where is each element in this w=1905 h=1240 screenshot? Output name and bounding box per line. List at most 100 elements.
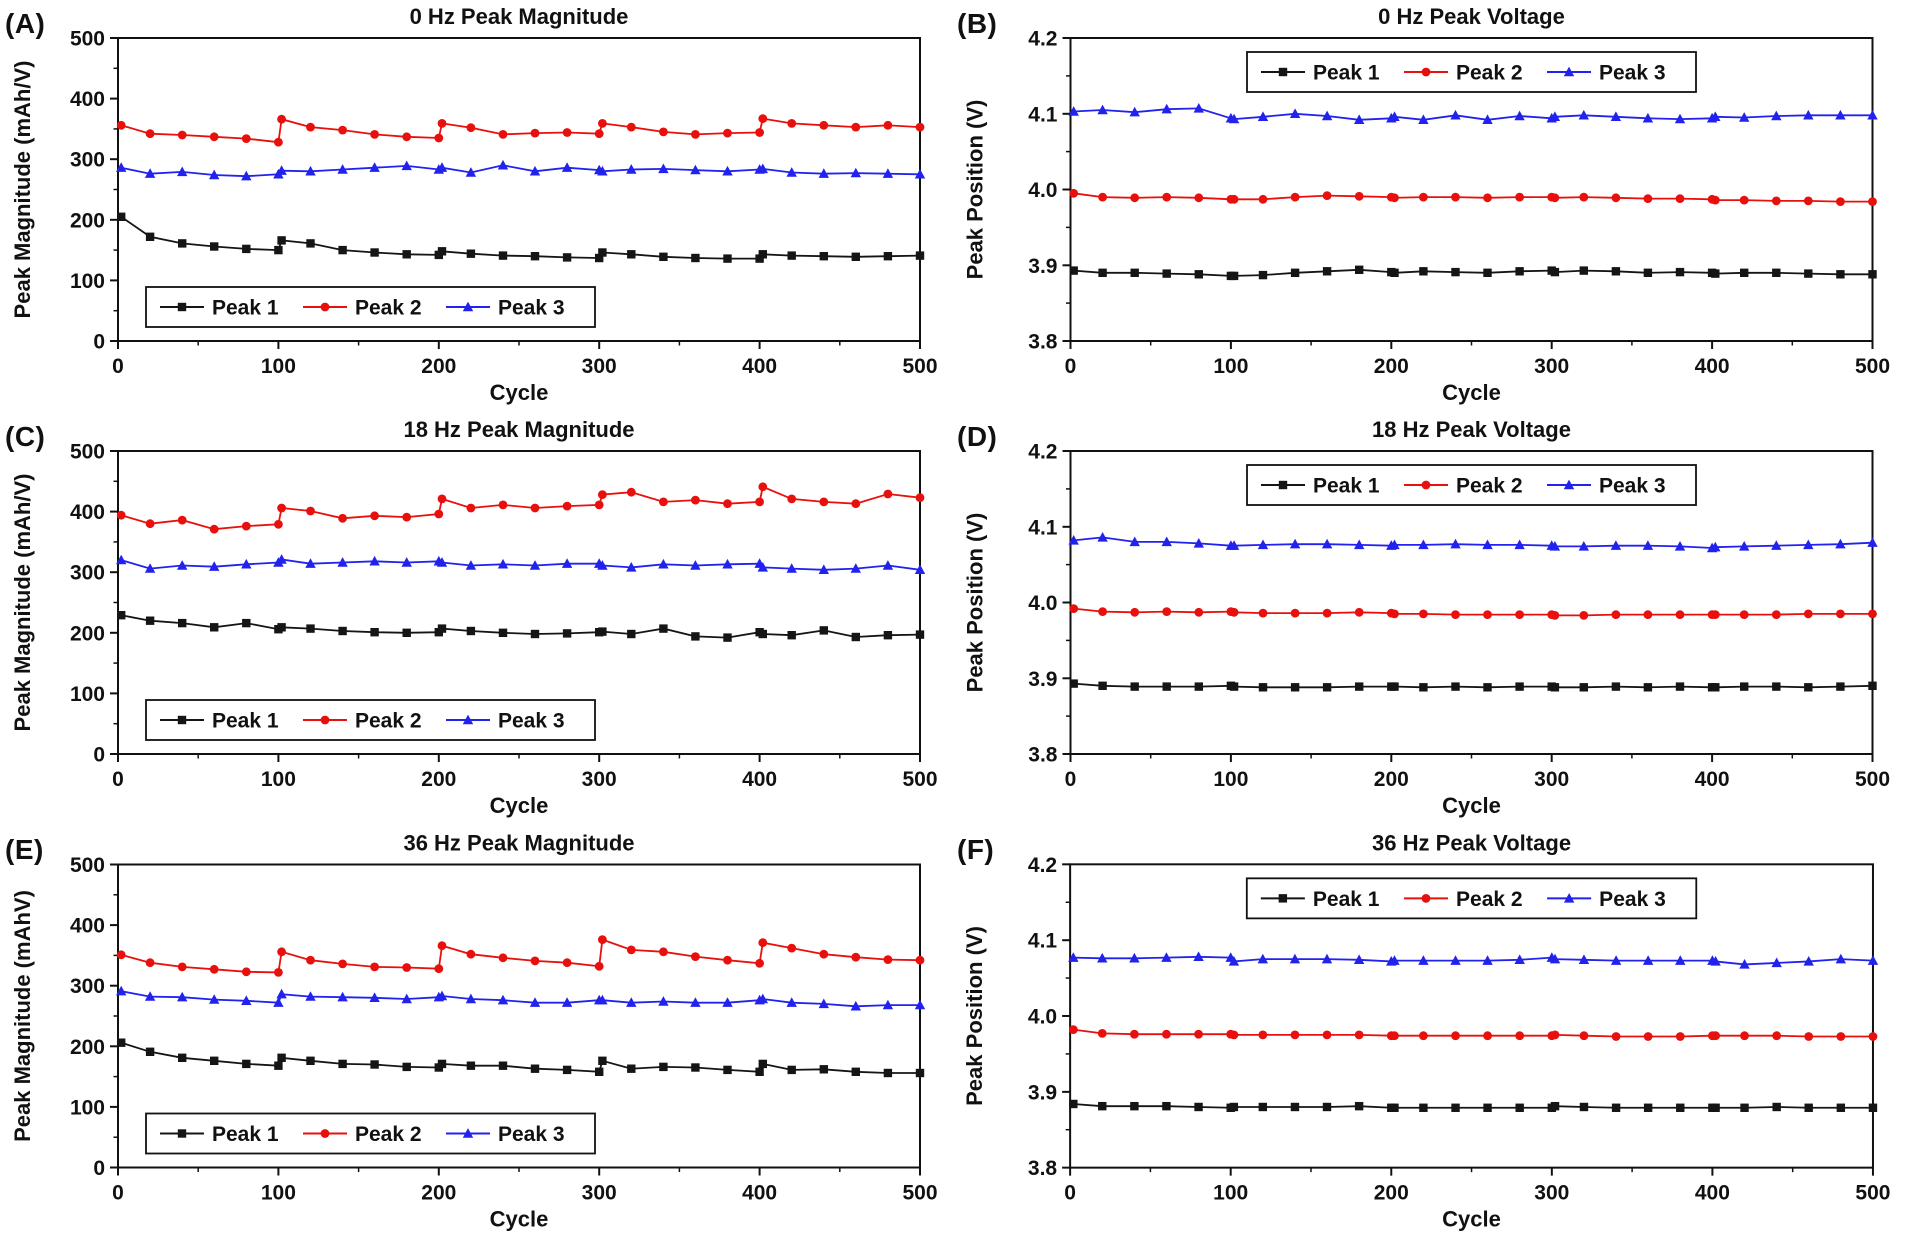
x-tick-label: 0: [112, 768, 124, 791]
legend-box: [145, 1112, 596, 1155]
chart-title: 36 Hz Peak Voltage: [1372, 830, 1571, 855]
y-tick-label: 500: [70, 28, 105, 51]
panel-a: (A) 0 100 200 300 400 500 0 100 200 300 400 500 0 Hz…: [0, 0, 952, 413]
series-peak-3: [116, 554, 926, 574]
legend-box: [1245, 877, 1698, 920]
chart-title: 18 Hz Peak Voltage: [1372, 417, 1571, 442]
series-peak-1: [117, 1038, 925, 1078]
chart-36hz-peak-magnitude: 0 100 200 300 400 500 0 100 200 300 400 500 36 Hz Pe…: [0, 826, 952, 1240]
y-tick-label: 4.2: [1028, 854, 1057, 877]
x-tick-label: 500: [902, 355, 937, 378]
legend-label: Peak 2: [1456, 888, 1523, 911]
y-tick-label: 3.8: [1028, 331, 1058, 354]
chart-18hz-peak-voltage: 0 100 200 300 400 500 3.8 3.9 4.0 4.1 4.2 18 Hz Pea…: [952, 413, 1905, 826]
y-tick-label: 3.8: [1028, 1157, 1058, 1180]
series-peak-2: [116, 935, 925, 977]
x-tick-label: 200: [421, 355, 456, 378]
legend-label: Peak 3: [1599, 888, 1666, 911]
legend-label: Peak 2: [355, 710, 422, 733]
legend: Peak 1 Peak 2 Peak 3: [145, 1112, 596, 1155]
y-tick-label: 300: [70, 975, 105, 998]
x-tick-label: 400: [1695, 1182, 1730, 1205]
x-tick-label: 400: [742, 355, 777, 378]
chart-title: 0 Hz Peak Voltage: [1378, 4, 1565, 29]
legend-entry-peak-3: Peak 3: [446, 297, 565, 320]
series-peak-1: [1069, 265, 1877, 281]
panel-a-label: (A): [5, 8, 46, 39]
y-tick-label: 100: [70, 683, 105, 706]
y-tick-label: 3.9: [1028, 668, 1057, 691]
series-peak-1: [117, 611, 925, 642]
legend-label: Peak 3: [498, 1123, 565, 1146]
panel-b-label: (B): [957, 8, 998, 39]
y-tick-label: 4.1: [1028, 103, 1058, 126]
y-tick-label: 200: [70, 1036, 105, 1059]
y-tick-label: 400: [70, 88, 105, 111]
x-tick-label: 300: [1534, 1182, 1569, 1205]
legend-label: Peak 2: [1456, 62, 1523, 85]
legend-entry-peak-2: Peak 2: [1403, 888, 1523, 911]
chart-title: 0 Hz Peak Magnitude: [410, 4, 629, 29]
legend-entry-peak-3: Peak 3: [446, 710, 565, 733]
panel-c: (C) 0 100 200 300 400 500 0 100 200 300 400 500 18 H…: [0, 413, 952, 826]
legend: Peak 1 Peak 2 Peak 3: [1246, 464, 1697, 506]
legend-entry-peak-3: Peak 3: [446, 1123, 565, 1146]
y-axis-label: Peak Position (V): [963, 513, 988, 693]
y-axis-label: Peak Position (V): [963, 100, 988, 280]
legend-box: [145, 699, 596, 741]
x-axis-label: Cycle: [1442, 1207, 1501, 1232]
y-tick-label: 4.2: [1028, 441, 1057, 464]
x-tick-label: 400: [1695, 355, 1730, 378]
legend: Peak 1 Peak 2 Peak 3: [1245, 877, 1698, 920]
x-tick-label: 500: [1855, 1182, 1890, 1205]
legend: Peak 1 Peak 2 Peak 3: [145, 286, 596, 328]
legend-label: Peak 2: [1456, 475, 1523, 498]
x-tick-label: 0: [1064, 1182, 1076, 1205]
legend-label: Peak 1: [1313, 475, 1380, 498]
chart-18hz-peak-magnitude: 0 100 200 300 400 500 0 100 200 300 400 500 18 Hz Pe…: [0, 413, 952, 826]
series-peak-2: [1068, 1025, 1878, 1041]
x-tick-label: 500: [1855, 355, 1890, 378]
x-tick-label: 500: [1855, 768, 1890, 791]
y-tick-label: 3.9: [1028, 255, 1057, 278]
x-tick-label: 400: [1695, 768, 1730, 791]
x-tick-label: 500: [902, 768, 937, 791]
x-tick-label: 0: [112, 355, 124, 378]
legend-entry-peak-3: Peak 3: [1547, 62, 1666, 85]
series-peak-2: [1069, 604, 1877, 620]
legend: Peak 1 Peak 2 Peak 3: [1246, 51, 1697, 93]
x-axis-label: Cycle: [490, 1207, 549, 1232]
legend-entry-peak-2: Peak 2: [303, 710, 422, 733]
legend-entry-peak-1: Peak 1: [160, 710, 279, 733]
panel-d: (D) 0 100 200 300 400 500 3.8 3.9 4.0 4.1 4.2 18 Hz…: [952, 413, 1905, 826]
y-tick-label: 400: [70, 915, 105, 938]
chart-36hz-peak-voltage: 0 100 200 300 400 500 3.8 3.9 4.0 4.1 4.2 36 Hz Pea…: [952, 826, 1905, 1240]
panel-e: (E) 0 100 200 300 400 500 0 100 200 300 400 500 36 H…: [0, 826, 952, 1240]
y-tick-label: 400: [70, 501, 105, 524]
series-peak-3: [1068, 532, 1878, 553]
legend-label: Peak 1: [212, 1123, 279, 1146]
y-tick-label: 200: [70, 622, 105, 645]
x-tick-label: 100: [261, 768, 296, 791]
x-tick-label: 100: [1213, 355, 1248, 378]
x-tick-label: 100: [261, 1182, 296, 1205]
y-tick-label: 0: [93, 744, 105, 767]
x-tick-label: 300: [1534, 355, 1569, 378]
legend-entry-peak-1: Peak 1: [160, 1123, 279, 1146]
y-tick-label: 0: [93, 1157, 105, 1180]
legend-box: [1246, 51, 1697, 93]
y-tick-label: 100: [70, 270, 105, 293]
series-peak-3: [1068, 103, 1878, 124]
legend-entry-peak-1: Peak 1: [1261, 62, 1380, 85]
legend-label: Peak 2: [355, 1123, 422, 1146]
x-tick-label: 200: [1374, 768, 1409, 791]
legend-label: Peak 1: [212, 297, 279, 320]
x-axis-label: Cycle: [1442, 793, 1501, 818]
panel-b: (B) 0 100 200 300 400 500 3.8 3.9 4.0 4.1 4.2 0 Hz …: [952, 0, 1905, 413]
x-tick-label: 100: [1213, 768, 1248, 791]
series-peak-2: [116, 114, 925, 147]
legend-entry-peak-1: Peak 1: [160, 297, 279, 320]
legend-entry-peak-2: Peak 2: [1404, 475, 1523, 498]
x-tick-label: 0: [1065, 768, 1077, 791]
